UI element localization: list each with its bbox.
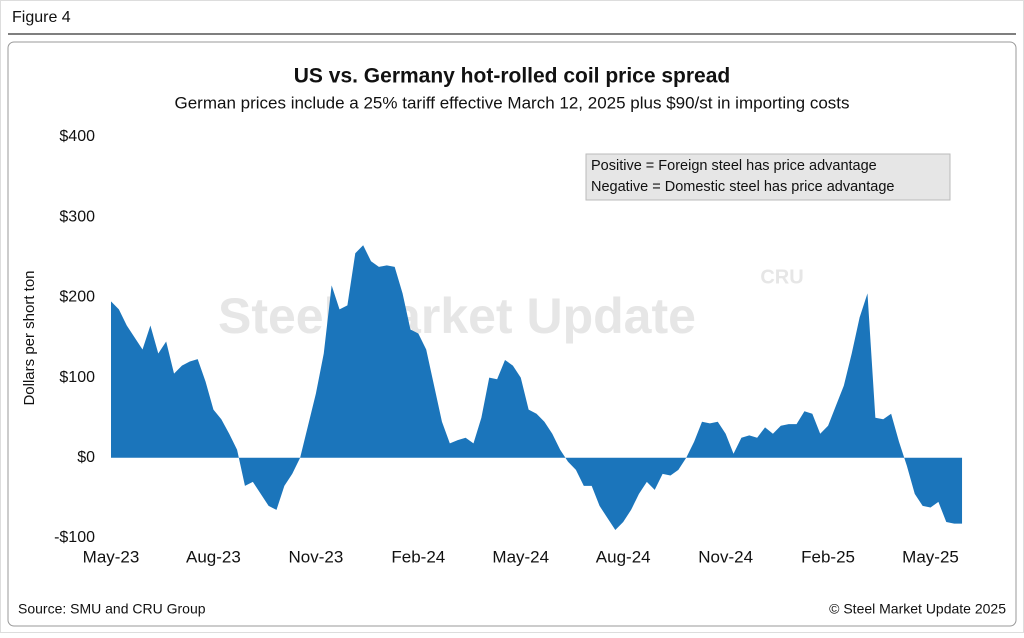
y-axis-label: Dollars per short ton (21, 270, 38, 405)
watermark-logo: CRU (760, 266, 803, 288)
note-box (585, 153, 951, 201)
source: Source: SMU and CRU Group (18, 601, 206, 617)
note: Positive = Foreign steel has price advan… (591, 158, 877, 174)
x-tick-label: Nov-24 (698, 547, 753, 566)
y-tick-label: $200 (59, 289, 95, 306)
y-tick-label: $100 (59, 369, 95, 386)
x-tick-label: Aug-23 (186, 547, 241, 566)
y-tick-label: $300 (59, 208, 95, 225)
copyright: © Steel Market Update 2025 (829, 601, 1006, 617)
y-tick-label: -$100 (54, 529, 95, 546)
note: Negative = Domestic steel has price adva… (591, 179, 894, 195)
watermark: Steel Market Update (218, 288, 696, 344)
chart-subtitle: German prices include a 25% tariff effec… (175, 93, 850, 112)
chart-title: US vs. Germany hot-rolled coil price spr… (294, 65, 730, 88)
x-tick-label: Feb-25 (801, 547, 855, 566)
x-tick-label: May-24 (492, 547, 549, 566)
x-tick-label: Feb-24 (391, 547, 445, 566)
x-tick-label: May-25 (902, 547, 959, 566)
y-tick-label: $400 (59, 128, 95, 145)
x-tick-label: May-23 (83, 547, 140, 566)
figure-label: Figure 4 (12, 9, 71, 26)
x-tick-label: Aug-24 (596, 547, 651, 566)
x-tick-label: Nov-23 (288, 547, 343, 566)
y-tick-label: $0 (77, 449, 95, 466)
